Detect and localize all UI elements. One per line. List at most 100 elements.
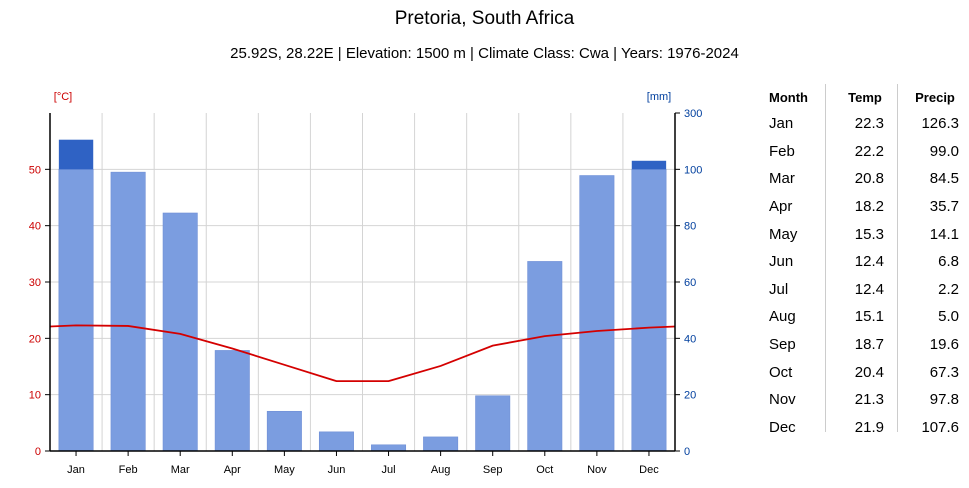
table-divider	[825, 84, 826, 432]
left-tick-label: 50	[29, 164, 41, 176]
row-temp: 12.4	[854, 253, 884, 271]
precip-bar	[58, 169, 94, 452]
left-tick-label: 0	[35, 446, 41, 458]
row-month: Sep	[769, 336, 796, 354]
left-tick-label: 20	[29, 333, 41, 345]
table-row: May 15.3 14.1	[760, 220, 965, 248]
row-temp: 15.1	[854, 308, 884, 326]
precip-bar	[631, 169, 667, 452]
table-row: Apr 18.2 35.7	[760, 193, 965, 221]
row-temp: 22.2	[854, 142, 884, 160]
row-temp: 21.9	[854, 418, 884, 436]
precip-bar	[371, 444, 407, 452]
x-tick-label: Feb	[119, 464, 138, 476]
x-tick-label: Jun	[328, 464, 346, 476]
row-temp: 20.4	[854, 363, 884, 381]
left-tick-label: 10	[29, 390, 41, 402]
table-row: Aug 15.1 5.0	[760, 303, 965, 331]
right-tick-label: 60	[684, 277, 696, 289]
precip-bar	[475, 395, 511, 452]
row-precip: 14.1	[929, 225, 959, 243]
table-header: Month Temp Precip	[760, 84, 965, 110]
right-tick-label: 80	[684, 221, 696, 233]
table-row: Mar 20.8 84.5	[760, 165, 965, 193]
row-temp: 18.2	[854, 198, 884, 216]
x-tick-label: Dec	[639, 464, 659, 476]
right-tick-label: 20	[684, 390, 696, 402]
x-tick-label: Aug	[431, 464, 451, 476]
header-temp: Temp	[848, 89, 882, 105]
precip-bar	[527, 261, 563, 452]
row-temp: 20.8	[854, 170, 884, 188]
x-tick-label: Jul	[382, 464, 396, 476]
row-precip: 99.0	[929, 142, 959, 160]
right-axis-label: [mm]	[647, 91, 671, 103]
row-temp: 22.3	[854, 115, 884, 133]
header-precip: Precip	[915, 89, 955, 105]
x-tick-label: Sep	[483, 464, 503, 476]
table-row: Jun 12.4 6.8	[760, 248, 965, 276]
right-tick-label: 0	[684, 446, 690, 458]
row-precip: 84.5	[929, 170, 959, 188]
x-tick-label: May	[274, 464, 295, 476]
row-precip: 35.7	[929, 198, 959, 216]
x-tick-label: Mar	[171, 464, 190, 476]
precip-bar-overflow	[631, 160, 667, 170]
right-tick-label: 100	[684, 164, 702, 176]
precip-bar	[318, 431, 354, 452]
left-tick-label: 30	[29, 277, 41, 289]
row-month: Nov	[769, 391, 796, 409]
row-month: Apr	[769, 198, 793, 216]
table-row: Feb 22.2 99.0	[760, 138, 965, 166]
precip-bar	[423, 436, 459, 452]
temperature-line	[49, 324, 676, 383]
row-month: Jul	[769, 280, 789, 298]
precip-bar-overflow	[58, 139, 94, 170]
left-tick-label: 40	[29, 221, 41, 233]
table-row: Jul 12.4 2.2	[760, 276, 965, 304]
row-precip: 2.2	[938, 280, 959, 298]
precip-bar	[110, 171, 146, 452]
row-precip: 107.6	[921, 418, 959, 436]
left-axis-label: [°C]	[54, 91, 72, 103]
table-row: Nov 21.3 97.8	[760, 386, 965, 414]
row-month: Oct	[769, 363, 793, 381]
table-divider	[897, 84, 898, 432]
table-row: Oct 20.4 67.3	[760, 358, 965, 386]
row-precip: 67.3	[929, 363, 959, 381]
x-tick-label: Jan	[67, 464, 85, 476]
row-month: Feb	[769, 142, 795, 160]
precip-bar	[579, 175, 615, 452]
row-precip: 126.3	[921, 115, 959, 133]
row-temp: 21.3	[854, 391, 884, 409]
x-tick-label: Nov	[587, 464, 607, 476]
row-precip: 5.0	[938, 308, 959, 326]
climate-table: Month Temp Precip Jan 22.3 126.3 Feb 22.2 99.…	[760, 84, 965, 441]
row-precip: 97.8	[929, 391, 959, 409]
table-row: Jan 22.3 126.3	[760, 110, 965, 138]
row-month: Jan	[769, 115, 794, 133]
row-temp: 12.4	[854, 280, 884, 298]
row-temp: 18.7	[854, 336, 884, 354]
table-body: Jan 22.3 126.3 Feb 22.2 99.0 Mar 20.8 84.5 Apr 18.…	[760, 110, 965, 441]
header-month: Month	[769, 89, 808, 105]
precip-bar	[266, 410, 302, 452]
row-precip: 6.8	[938, 253, 959, 271]
row-month: May	[769, 225, 798, 243]
row-precip: 19.6	[929, 336, 959, 354]
table-row: Dec 21.9 107.6	[760, 414, 965, 442]
row-month: Mar	[769, 170, 795, 188]
x-tick-label: Oct	[536, 464, 553, 476]
right-tick-label: 300	[684, 108, 702, 120]
row-month: Jun	[769, 253, 794, 271]
row-month: Dec	[769, 418, 796, 436]
x-tick-label: Apr	[224, 464, 241, 476]
right-tick-label: 40	[684, 333, 696, 345]
row-temp: 15.3	[854, 225, 884, 243]
table-row: Sep 18.7 19.6	[760, 331, 965, 359]
chart-subtitle: 25.92S, 28.22E | Elevation: 1500 m | Cli…	[230, 45, 739, 62]
chart-title: Pretoria, South Africa	[394, 8, 575, 29]
climate-chart: 0 10 20 30 40 50 0 20 40 60 80 100 300 [°C] [mm] Jan Feb…	[29, 91, 703, 476]
precip-bar	[214, 350, 250, 452]
row-month: Aug	[769, 308, 796, 326]
